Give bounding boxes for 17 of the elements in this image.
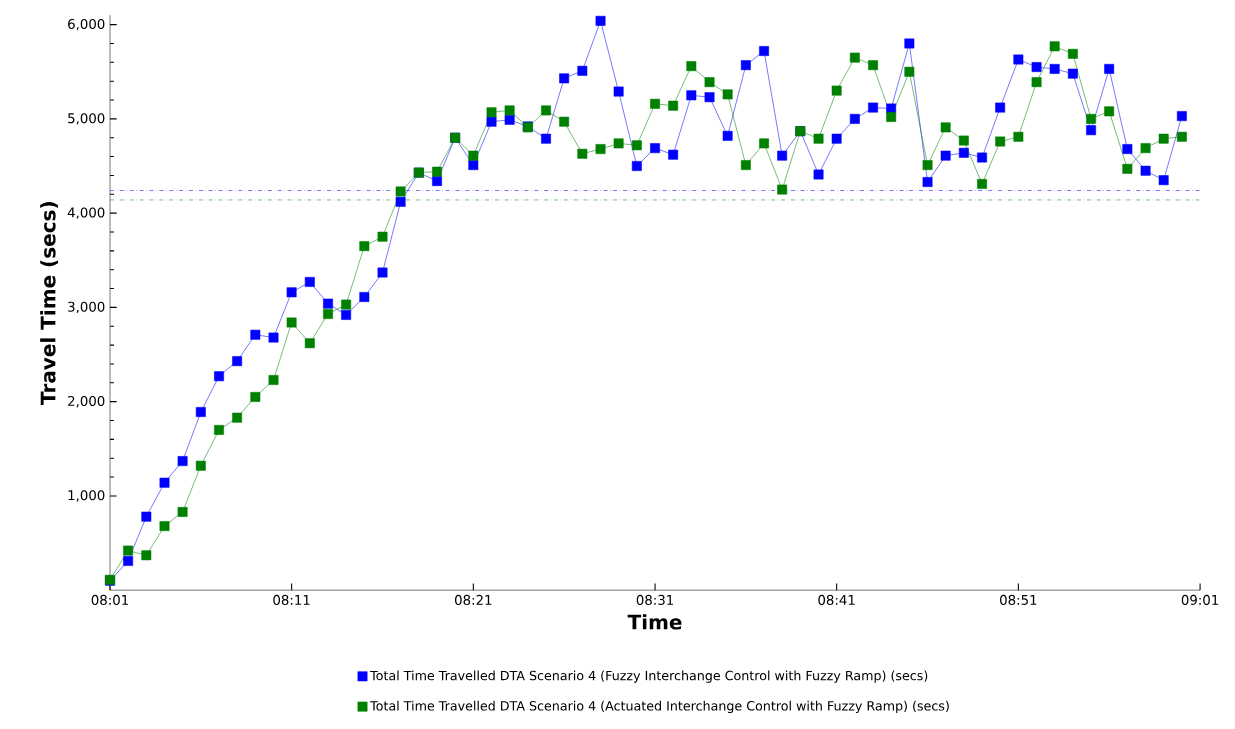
y-tick-label: 6,000 — [68, 18, 105, 31]
x-tick-label: 08:31 — [636, 594, 674, 605]
y-tick-label: 2,000 — [68, 395, 105, 408]
y-axis-title: Travel Time (secs) — [40, 202, 58, 405]
x-tick-label: 08:11 — [273, 594, 310, 605]
x-tick-label: 08:21 — [454, 594, 492, 605]
y-tick-label: 1,000 — [68, 490, 105, 502]
legend-label: Total Time Travelled DTA Scenario 4 (Actuated Interchange Control with Fuzzy Ramp) (secs) — [370, 700, 949, 714]
x-tick-label: 09:01 — [1181, 594, 1219, 605]
y-tick-label: 5,000 — [68, 113, 105, 125]
x-tick-label: 08:41 — [818, 594, 855, 605]
x-tick-label: 08:51 — [1000, 594, 1037, 605]
legend-label: Total Time Travelled DTA Scenario 4 (Fuzzy Interchange Control with Fuzzy Ramp) (secs) — [370, 670, 928, 683]
y-tick-label: 4,000 — [67, 207, 105, 219]
x-axis-title: Time — [627, 614, 682, 630]
y-tick-label: 3,000 — [68, 301, 105, 314]
x-tick-label: 08:01 — [91, 594, 128, 605]
